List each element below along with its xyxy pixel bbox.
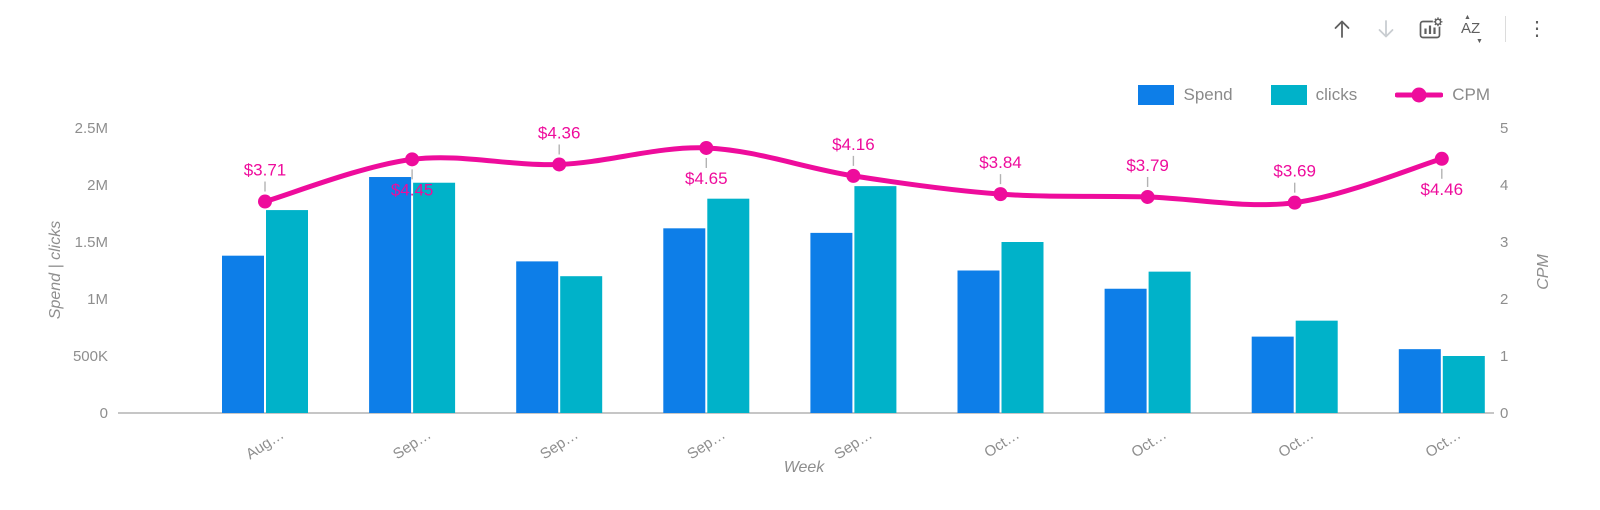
bar-spend-6[interactable] [1104,288,1147,413]
move-up-button[interactable] [1327,14,1357,44]
cpm-data-label: $3.79 [1126,156,1169,175]
bar-spend-1[interactable] [369,177,412,413]
bar-spend-3[interactable] [663,228,706,413]
x-tick-label-8: Oct… [1423,426,1464,461]
y-right-tick-label: 4 [1500,177,1508,194]
toolbar-divider [1505,16,1506,42]
y-right-tick-label: 5 [1500,120,1508,137]
bar-spend-7[interactable] [1251,336,1294,413]
spend-swatch [1138,85,1175,105]
x-tick-label-1: Sep… [390,426,434,463]
y-left-tick-label: 0 [100,405,108,422]
cpm-data-label: $4.45 [391,180,434,199]
bar-clicks-0[interactable] [266,210,308,413]
cpm-line-symbol [1395,87,1444,103]
legend-item-clicks[interactable]: clicks [1270,85,1358,105]
bar-clicks-8[interactable] [1442,356,1485,413]
chart-settings-button[interactable] [1415,14,1445,44]
x-tick-label-7: Oct… [1275,426,1316,461]
more-options-button[interactable]: ⋮ [1522,14,1552,44]
legend-label: CPM [1452,85,1490,104]
up-arrow-icon [1334,20,1350,38]
sort-button[interactable]: ▲ AZ ▼ [1459,14,1489,45]
cpm-point-6[interactable] [1140,189,1155,204]
bar-clicks-3[interactable] [707,198,750,413]
x-tick-label-0: Aug… [243,426,287,463]
cpm-point-8[interactable] [1434,151,1449,166]
cpm-data-label: $4.16 [832,135,875,154]
clicks-swatch [1270,85,1307,105]
bar-spend-8[interactable] [1398,349,1441,413]
bar-spend-0[interactable] [222,255,264,413]
y-right-tick-label: 3 [1500,234,1508,251]
x-tick-label-5: Oct… [981,426,1022,461]
cpm-point-2[interactable] [552,157,567,172]
bar-clicks-2[interactable] [560,276,603,413]
visual-header-toolbar: ▲ AZ ▼ ⋮ [1327,14,1552,45]
cpm-data-label: $4.46 [1421,180,1464,199]
y-left-tick-label: 1M [87,291,108,308]
legend-label: clicks [1315,85,1358,104]
cpm-data-label: $4.65 [685,169,728,188]
cpm-point-3[interactable] [699,140,714,155]
bar-clicks-5[interactable] [1001,242,1044,413]
x-tick-label-2: Sep… [537,426,581,463]
chart-settings-icon [1419,16,1443,39]
cpm-data-label: $3.84 [979,153,1022,172]
x-tick-label-6: Oct… [1128,426,1169,461]
chart-legend: Spend clicks CPM [1138,85,1490,105]
more-options-icon: ⋮ [1527,18,1547,40]
bar-spend-2[interactable] [516,261,559,413]
bar-spend-4[interactable] [810,232,853,413]
bar-clicks-6[interactable] [1148,271,1191,413]
cpm-point-7[interactable] [1287,195,1302,210]
bar-clicks-1[interactable] [413,182,456,413]
cpm-data-label: $3.69 [1273,162,1316,181]
x-tick-label-3: Sep… [684,426,728,463]
cpm-point-0[interactable] [258,194,272,209]
y-right-axis-title: CPM [1535,254,1552,290]
y-left-tick-label: 500K [73,348,108,365]
cpm-point-4[interactable] [846,168,861,183]
y-left-tick-label: 1.5M [75,234,108,251]
y-right-tick-label: 1 [1500,348,1508,365]
cpm-data-label: $3.71 [244,161,287,180]
y-right-tick-label: 2 [1500,291,1508,308]
move-down-button[interactable] [1371,14,1401,44]
bar-clicks-7[interactable] [1295,320,1338,413]
legend-item-cpm[interactable]: CPM [1395,85,1490,105]
cpm-point-1[interactable] [405,152,420,167]
cpm-data-label: $4.36 [538,123,581,142]
bar-clicks-4[interactable] [854,186,897,413]
cpm-point-5[interactable] [993,187,1008,202]
bar-spend-5[interactable] [957,270,1000,414]
y-right-tick-label: 0 [1500,405,1508,422]
x-tick-label-4: Sep… [831,426,875,463]
y-left-tick-label: 2M [87,177,108,194]
sort-az-icon: ▲ AZ ▼ [1461,14,1483,45]
legend-item-spend[interactable]: Spend [1138,85,1233,105]
y-left-axis-title: Spend | clicks [47,221,64,319]
legend-label: Spend [1183,85,1233,104]
down-arrow-icon [1378,20,1394,38]
x-axis-title: Week [784,459,826,476]
y-left-tick-label: 2.5M [75,120,108,137]
